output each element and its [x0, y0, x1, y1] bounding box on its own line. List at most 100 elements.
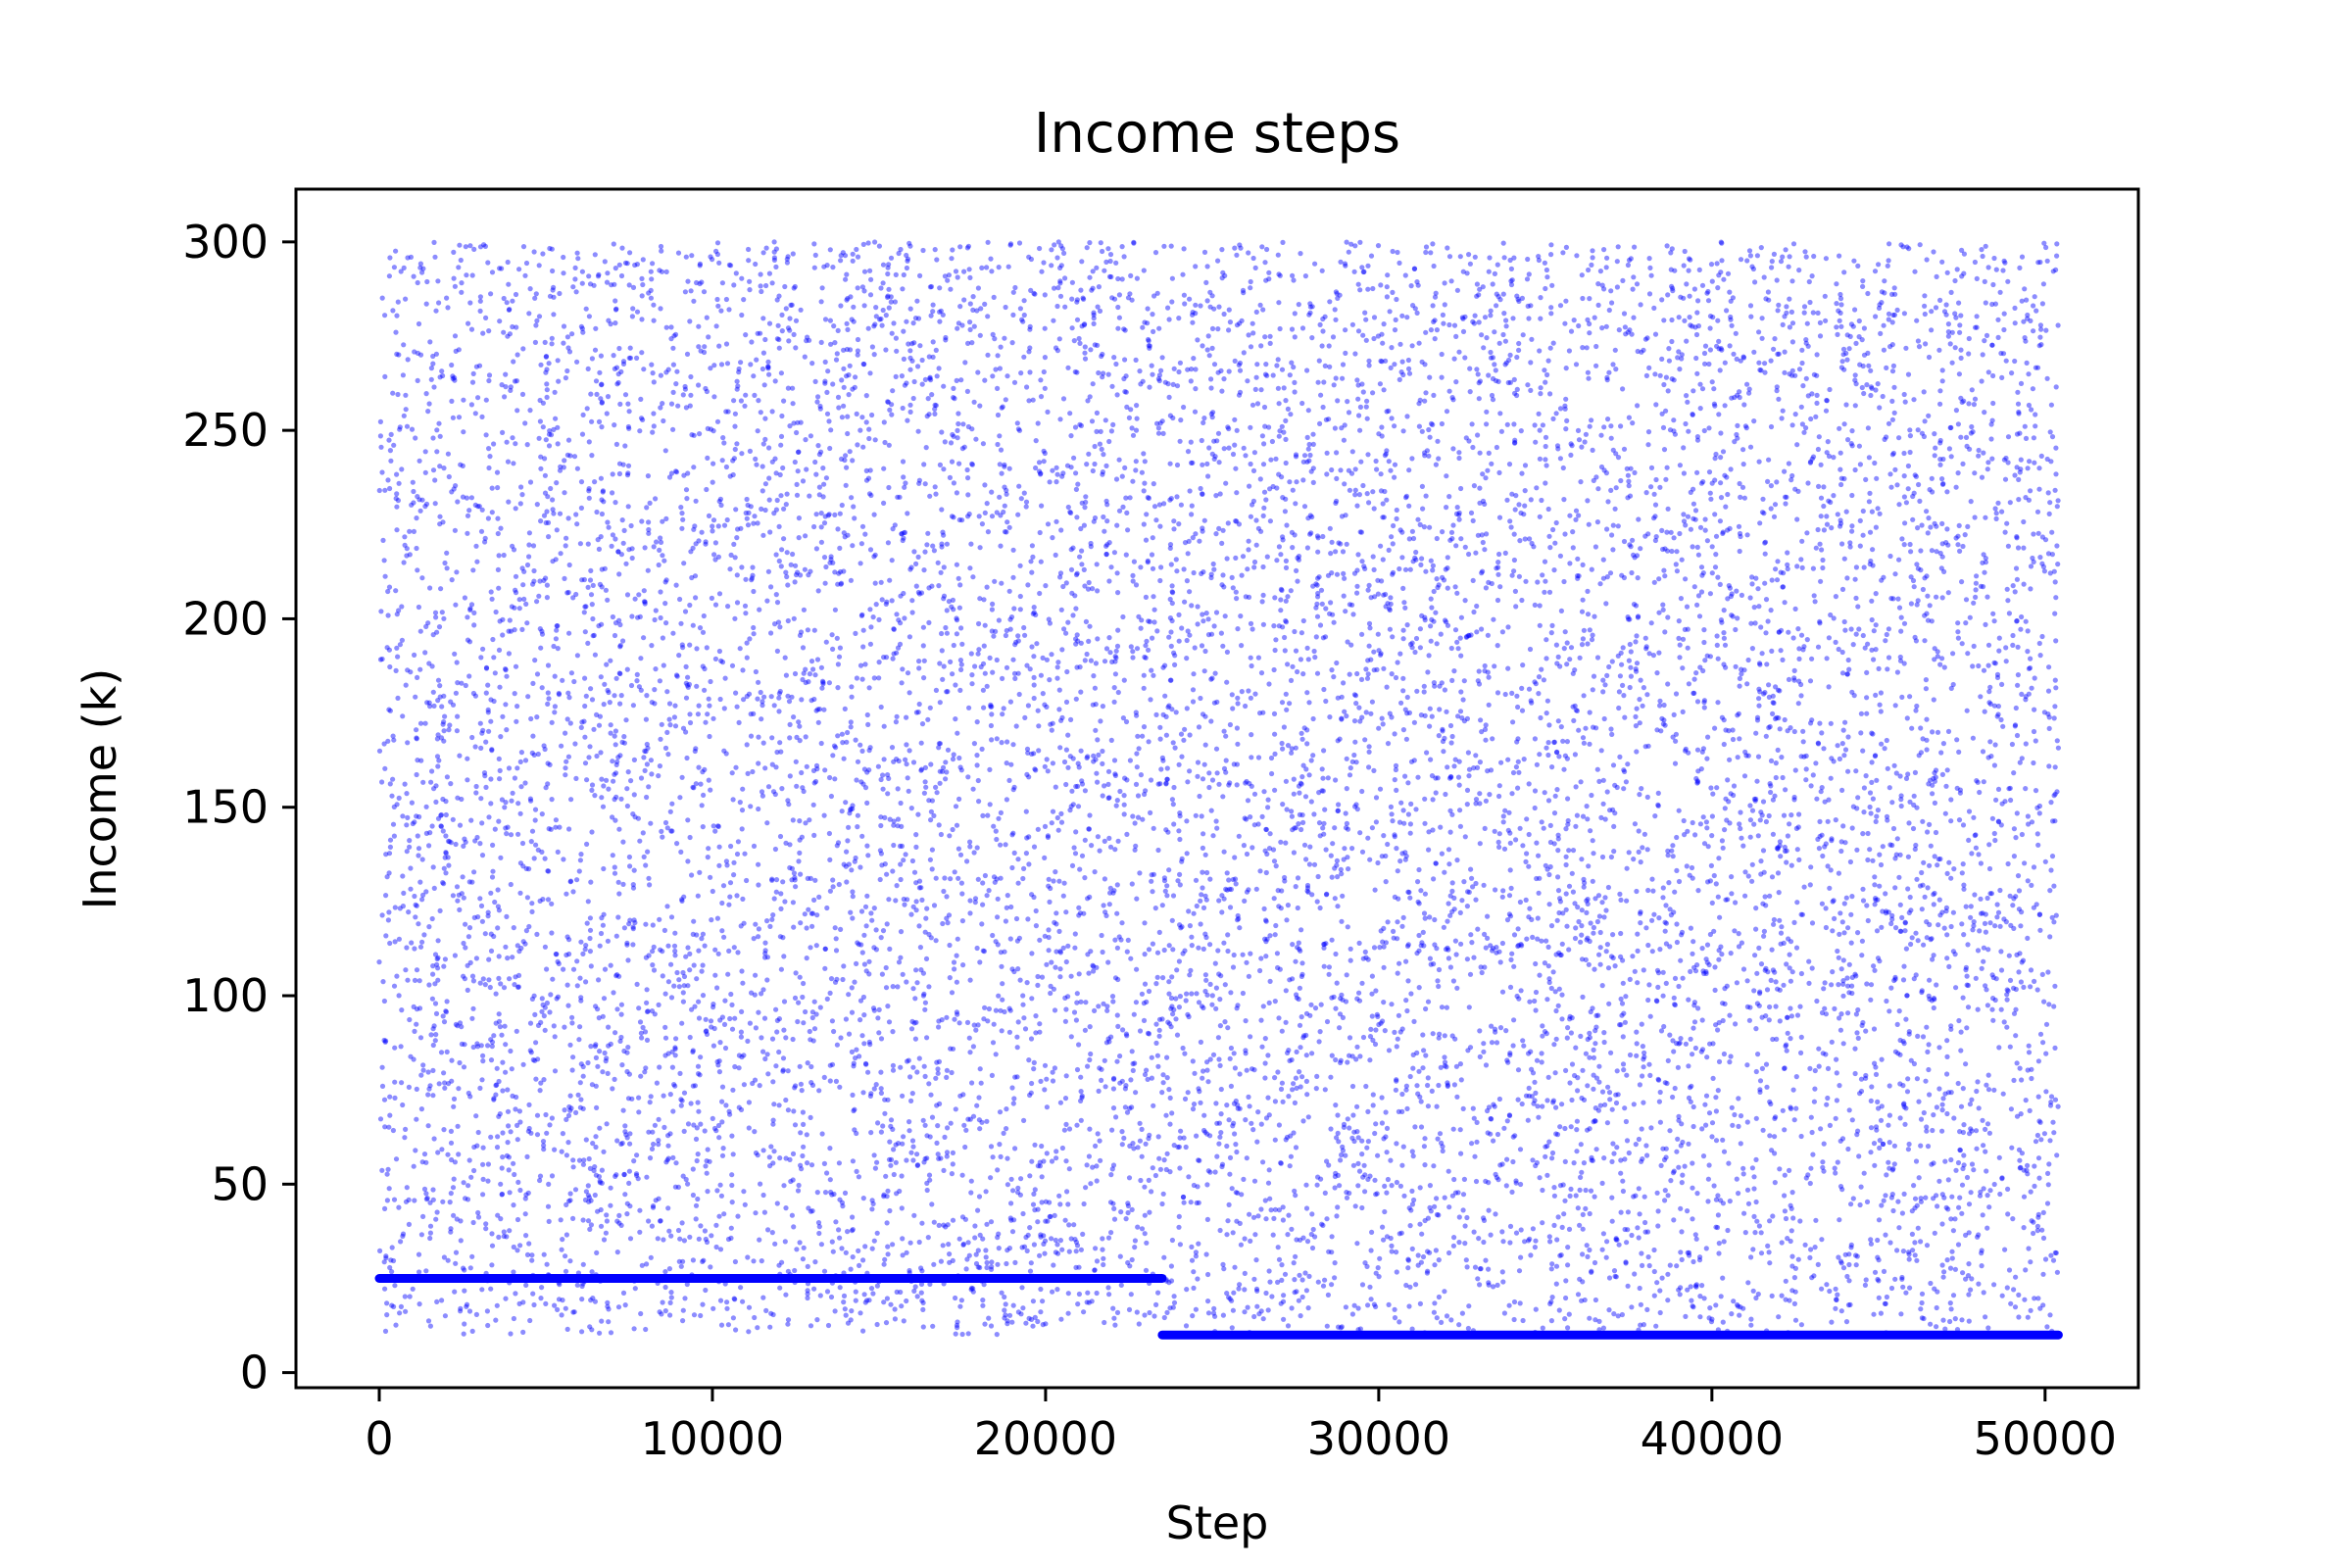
- scatter-point: [1929, 475, 1935, 481]
- scatter-point: [958, 377, 964, 383]
- scatter-point: [1572, 667, 1578, 673]
- scatter-point: [2015, 644, 2021, 650]
- scatter-point: [498, 981, 504, 987]
- scatter-point: [844, 849, 850, 855]
- scatter-point: [1068, 973, 1074, 979]
- scatter-point: [1479, 729, 1485, 735]
- scatter-point: [377, 1248, 383, 1253]
- scatter-point: [724, 862, 730, 868]
- scatter-point: [578, 479, 585, 485]
- scatter-point: [808, 1162, 815, 1168]
- scatter-point: [1371, 945, 1378, 951]
- scatter-point: [1441, 320, 1446, 326]
- scatter-point: [1092, 1007, 1098, 1013]
- scatter-point: [1381, 925, 1387, 932]
- scatter-point: [1874, 777, 1880, 783]
- scatter-point: [481, 242, 487, 248]
- scatter-point: [640, 257, 646, 263]
- scatter-point: [1837, 931, 1842, 938]
- scatter-point: [634, 1152, 640, 1158]
- scatter-point: [595, 1208, 601, 1214]
- scatter-point: [1097, 848, 1102, 854]
- scatter-point: [650, 1129, 656, 1135]
- scatter-point: [965, 475, 971, 481]
- scatter-point: [1376, 1274, 1382, 1280]
- scatter-point: [540, 400, 547, 406]
- scatter-point: [1077, 340, 1083, 346]
- scatter-point: [694, 1157, 700, 1164]
- scatter-point: [752, 514, 758, 519]
- scatter-point: [784, 256, 790, 262]
- scatter-point: [1821, 527, 1827, 533]
- scatter-point: [1645, 1254, 1651, 1260]
- scatter-point: [798, 1130, 804, 1136]
- scatter-point: [1262, 1198, 1268, 1203]
- scatter-point: [891, 320, 897, 326]
- scatter-point: [616, 670, 622, 676]
- scatter-point: [696, 1236, 702, 1242]
- scatter-point: [1276, 1122, 1282, 1128]
- scatter-point: [459, 680, 465, 686]
- scatter-point: [1073, 1239, 1079, 1246]
- scatter-point: [793, 1083, 799, 1089]
- scatter-point: [1913, 842, 1919, 849]
- scatter-point: [539, 996, 545, 1002]
- scatter-point: [1774, 479, 1780, 485]
- scatter-point: [1604, 942, 1610, 948]
- scatter-point: [1129, 1104, 1135, 1110]
- scatter-point: [701, 289, 708, 295]
- scatter-point: [1819, 730, 1825, 736]
- scatter-point: [838, 568, 844, 575]
- scatter-point: [1645, 997, 1651, 1004]
- scatter-point: [604, 662, 610, 667]
- scatter-point: [725, 1322, 732, 1328]
- scatter-point: [1889, 416, 1895, 422]
- scatter-point: [1111, 296, 1118, 302]
- scatter-point: [479, 507, 485, 513]
- scatter-point: [1959, 1317, 1965, 1323]
- scatter-point: [714, 1188, 720, 1194]
- scatter-point: [943, 334, 949, 341]
- scatter-point: [1163, 780, 1169, 786]
- scatter-point: [454, 1216, 460, 1222]
- scatter-point: [1838, 450, 1843, 456]
- scatter-point: [1253, 886, 1259, 892]
- scatter-point: [1687, 1252, 1692, 1258]
- scatter-point: [599, 584, 605, 590]
- scatter-point: [1325, 775, 1331, 781]
- scatter-point: [520, 582, 526, 588]
- scatter-point: [1427, 956, 1433, 961]
- scatter-point: [899, 680, 905, 686]
- scatter-point: [1177, 810, 1183, 816]
- scatter-point: [511, 925, 516, 931]
- scatter-point: [1084, 651, 1090, 658]
- scatter-point: [1551, 739, 1557, 745]
- scatter-point: [851, 1107, 857, 1114]
- scatter-point: [1418, 1124, 1425, 1130]
- scatter-point: [1778, 930, 1785, 936]
- scatter-point: [2021, 1225, 2027, 1231]
- scatter-point: [1930, 782, 1936, 788]
- scatter-point: [1439, 351, 1445, 358]
- scatter-point: [2002, 799, 2008, 805]
- scatter-point: [1351, 718, 1358, 724]
- scatter-point: [780, 1068, 786, 1074]
- scatter-point: [1720, 530, 1726, 537]
- scatter-point: [2044, 1324, 2050, 1330]
- scatter-point: [455, 499, 461, 505]
- scatter-point: [1280, 802, 1286, 808]
- scatter-point: [1341, 437, 1347, 443]
- scatter-point: [833, 745, 839, 751]
- scatter-point: [726, 902, 732, 907]
- scatter-point: [690, 1166, 696, 1172]
- scatter-point: [1258, 956, 1264, 961]
- scatter-point: [961, 444, 967, 450]
- scatter-point: [1011, 670, 1018, 676]
- scatter-point: [2036, 466, 2042, 471]
- scatter-point: [501, 985, 508, 991]
- scatter-point: [1258, 1308, 1264, 1314]
- scatter-point: [1221, 584, 1227, 590]
- scatter-point: [1169, 1110, 1175, 1116]
- scatter-point: [1275, 1245, 1281, 1250]
- scatter-point: [525, 1128, 532, 1134]
